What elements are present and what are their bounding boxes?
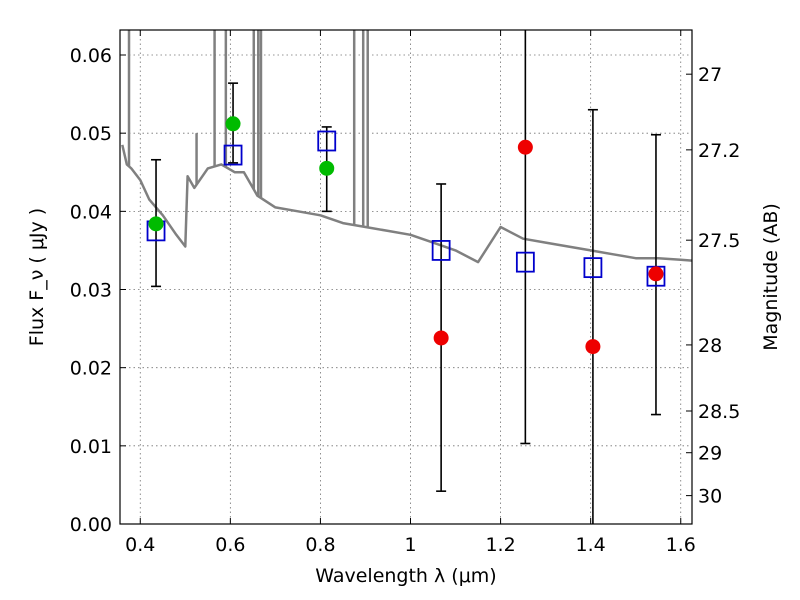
model-curve: [121, 144, 693, 264]
x-tick-label: 1.2: [485, 534, 515, 556]
x-tick-label: 1.6: [666, 534, 696, 556]
x-tick-label: 1.4: [576, 534, 606, 556]
x-tick-label: 0.4: [125, 534, 155, 556]
axes: 0.4 0.6 0.8 1 1.2 1.4 1.6 0.00 0.01 0.02 0.03 0.04 0…: [70, 29, 740, 556]
mag-tick-label: 29: [698, 443, 722, 465]
mag-tick-label: 27.2: [698, 140, 740, 162]
green-circle-marker: [225, 116, 241, 132]
mag-tick-label: 28.5: [698, 401, 740, 423]
x-tick-label: 1: [404, 534, 416, 556]
right-axis-label: Magnitude (AB): [760, 203, 782, 351]
mag-tick-label: 27: [698, 64, 722, 86]
plot-frame: [119, 29, 693, 525]
red-circle-marker: [517, 139, 533, 155]
red-circle-marker: [648, 266, 664, 282]
y-tick-label: 0.03: [70, 280, 112, 302]
model-square-marker: [431, 240, 451, 261]
y-tick-label: 0.06: [70, 45, 112, 67]
model-square-marker: [583, 257, 603, 279]
red-circle-marker: [433, 330, 449, 346]
mag-tick-label: 27.5: [698, 230, 740, 252]
red-circle-marker: [585, 339, 601, 355]
model-spectrum: [121, 30, 693, 264]
x-axis-label: Wavelength λ (μm): [315, 565, 496, 587]
green-circle-marker: [148, 216, 164, 232]
model-square-marker: [317, 130, 337, 152]
y-tick-label: 0.01: [70, 436, 112, 458]
y-tick-label: 0.00: [70, 514, 112, 536]
y-tick-label: 0.04: [70, 201, 112, 223]
mag-tick-label: 30: [698, 486, 722, 508]
y-axis-label: Flux F_ν ( μJy ): [26, 208, 48, 346]
x-tick-label: 0.6: [215, 534, 245, 556]
data-markers: [146, 116, 666, 355]
mag-tick-label: 28: [698, 335, 722, 357]
x-tick-label: 0.8: [305, 534, 335, 556]
green-circle-marker: [319, 160, 335, 176]
model-square-marker: [515, 251, 535, 273]
y-tick-label: 0.05: [70, 123, 112, 145]
y-tick-label: 0.02: [70, 358, 112, 380]
grid-lines: [120, 30, 692, 525]
model-square-marker: [223, 144, 243, 166]
